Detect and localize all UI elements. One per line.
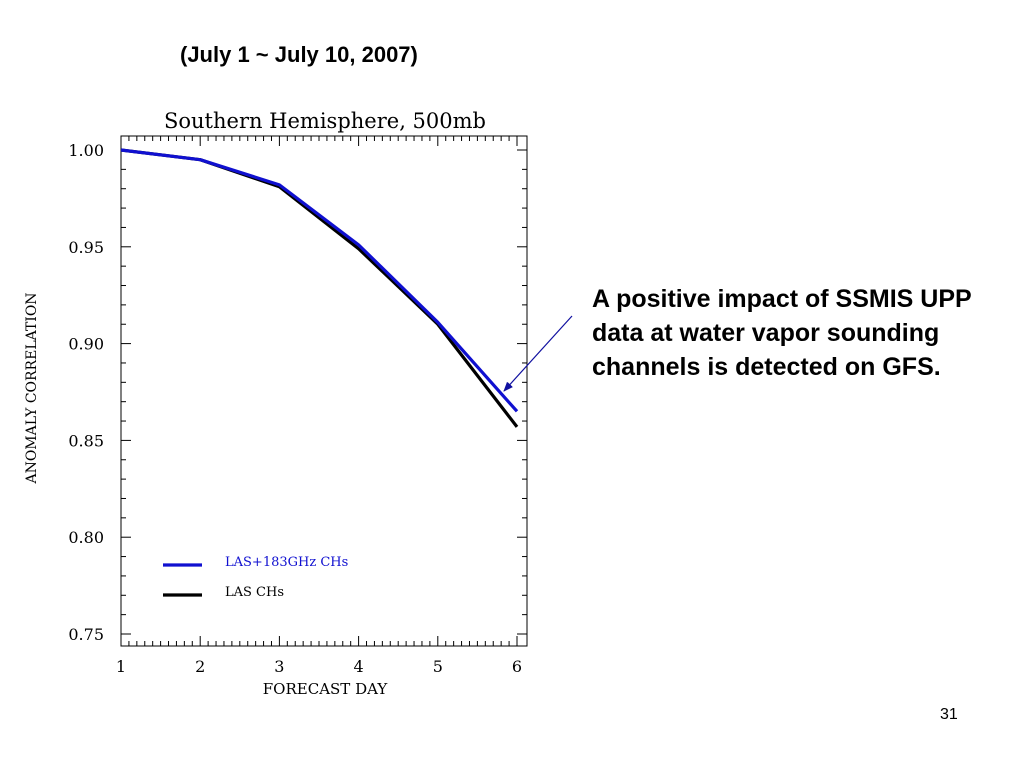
y-tick-label: 0.95: [68, 238, 104, 257]
legend-label: LAS+183GHz CHs: [225, 555, 348, 570]
x-tick-label: 6: [512, 657, 522, 676]
page-number: 31: [940, 706, 958, 723]
x-tick-label: 5: [433, 657, 443, 676]
x-tick-label: 3: [274, 657, 284, 676]
chart-title: Southern Hemisphere, 500mb: [164, 109, 486, 133]
annotation-arrow: [503, 315, 573, 392]
x-axis-label: FORECAST DAY: [263, 680, 389, 698]
x-tick-label: 1: [116, 657, 126, 676]
legend-label: LAS CHs: [225, 585, 284, 600]
series-line: [120, 148, 519, 413]
legend: LAS+183GHz CHs LAS CHs: [163, 555, 348, 600]
axis-ticks: 0.75 0.80 0.85 0.90 0.95 1.00 1 2 3 4 5 6: [68, 136, 527, 676]
annotation-text: A positive impact of SSMIS UPP data at w…: [592, 285, 972, 381]
y-axis-label: ANOMALY CORRELATION: [24, 292, 40, 484]
x-tick-label: 4: [354, 657, 364, 676]
plot-frame: [120, 135, 528, 647]
y-tick-label: 0.75: [68, 625, 104, 644]
x-tick-label: 2: [195, 657, 205, 676]
slide-subtitle: (July 1 ~ July 10, 2007): [180, 42, 418, 67]
series-line: [120, 148, 519, 428]
y-tick-label: 0.90: [68, 335, 104, 354]
y-tick-label: 0.80: [68, 528, 104, 547]
series-lines: [120, 148, 519, 428]
y-tick-label: 1.00: [68, 141, 104, 160]
y-tick-label: 0.85: [68, 431, 104, 450]
